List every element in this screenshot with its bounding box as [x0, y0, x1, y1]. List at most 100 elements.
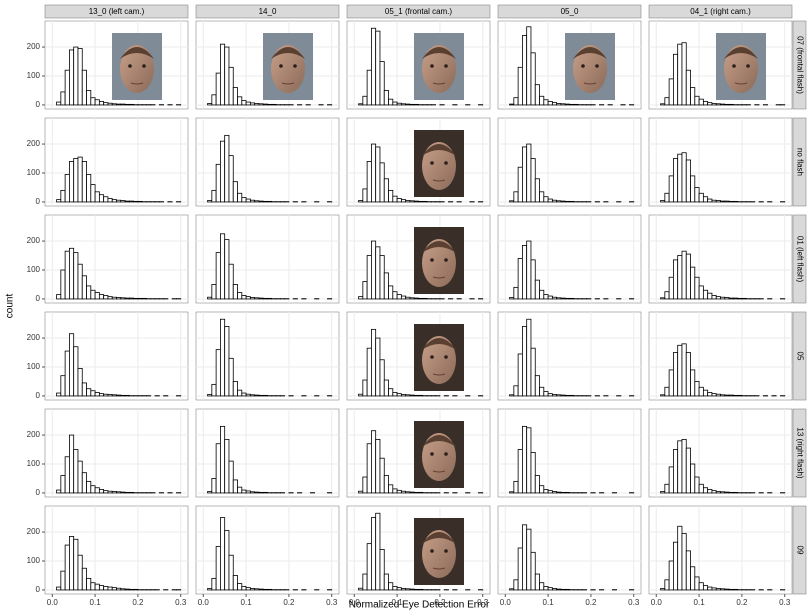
bar — [77, 460, 83, 494]
x-tick-label: 0.3 — [175, 598, 187, 607]
bar — [737, 297, 743, 300]
bar — [724, 394, 730, 397]
panel — [195, 408, 340, 498]
bar — [371, 430, 377, 494]
bar — [120, 297, 126, 300]
bar — [539, 191, 545, 203]
bar — [517, 66, 523, 106]
bar — [728, 200, 734, 203]
bar — [124, 491, 130, 494]
bar — [224, 239, 230, 300]
bar — [375, 337, 381, 397]
bar — [98, 101, 105, 106]
bar — [224, 46, 230, 106]
bar — [98, 489, 105, 494]
bar — [543, 586, 549, 591]
bar — [107, 586, 113, 591]
bar — [64, 350, 70, 397]
bar — [418, 297, 424, 300]
bar — [569, 200, 575, 203]
panel — [44, 408, 189, 498]
eye — [430, 258, 434, 262]
x-tick-label: 0.1 — [90, 598, 102, 607]
bar — [405, 200, 411, 203]
bar — [383, 379, 389, 397]
bar — [267, 588, 273, 591]
y-axis-title: count — [5, 294, 16, 319]
face — [573, 45, 607, 93]
bar — [522, 326, 528, 397]
bar — [396, 294, 402, 300]
bar — [262, 200, 268, 203]
bar — [388, 484, 394, 494]
bar — [418, 491, 424, 494]
bar — [358, 490, 364, 494]
bar — [522, 146, 528, 203]
bar — [677, 255, 683, 300]
row-label: 05 — [795, 352, 804, 361]
bar — [534, 573, 540, 591]
bar — [690, 87, 696, 106]
bar — [69, 247, 75, 300]
bar — [673, 541, 679, 591]
y-tick-label: 100 — [27, 71, 41, 80]
bar — [137, 200, 143, 203]
bar — [245, 587, 251, 591]
bar — [379, 457, 385, 494]
mouth — [432, 276, 446, 279]
bar — [358, 296, 364, 300]
panel — [497, 20, 642, 110]
bar — [564, 297, 570, 300]
bar — [517, 449, 523, 494]
bar — [245, 101, 251, 106]
bar — [724, 200, 730, 203]
bar — [732, 491, 739, 494]
bar — [371, 517, 377, 591]
bar — [707, 392, 713, 397]
bar — [116, 199, 122, 203]
bar — [522, 524, 528, 591]
bar — [698, 483, 704, 494]
bar — [124, 297, 130, 300]
bar — [237, 192, 243, 203]
bar — [547, 490, 553, 494]
bar — [90, 184, 96, 203]
bar — [702, 487, 709, 494]
bar — [526, 528, 532, 591]
bar — [249, 588, 256, 591]
bar — [64, 456, 70, 494]
bar — [556, 588, 562, 591]
bar — [392, 291, 398, 300]
bar — [409, 103, 415, 106]
bar — [237, 96, 243, 106]
bar — [90, 289, 96, 300]
bar — [388, 582, 394, 591]
eye — [444, 258, 448, 262]
bar — [81, 382, 87, 397]
bar — [400, 394, 407, 397]
bar — [77, 554, 83, 591]
bar — [517, 166, 523, 203]
bar — [668, 466, 674, 494]
bar — [98, 585, 105, 591]
bar — [560, 200, 566, 203]
bar — [530, 551, 536, 591]
bar — [698, 285, 704, 300]
bar — [517, 547, 523, 591]
bar — [228, 66, 234, 106]
bar — [737, 394, 743, 397]
bar — [77, 156, 83, 203]
panel — [346, 117, 491, 207]
bar — [513, 579, 519, 591]
bar — [513, 97, 519, 106]
bar — [551, 296, 558, 300]
bar — [400, 588, 407, 591]
bar — [573, 103, 579, 106]
bar — [366, 443, 372, 494]
bar — [249, 102, 256, 106]
bar — [711, 490, 717, 494]
bar — [362, 281, 368, 300]
bar — [707, 198, 713, 203]
panel — [648, 117, 793, 207]
bar — [530, 158, 536, 203]
